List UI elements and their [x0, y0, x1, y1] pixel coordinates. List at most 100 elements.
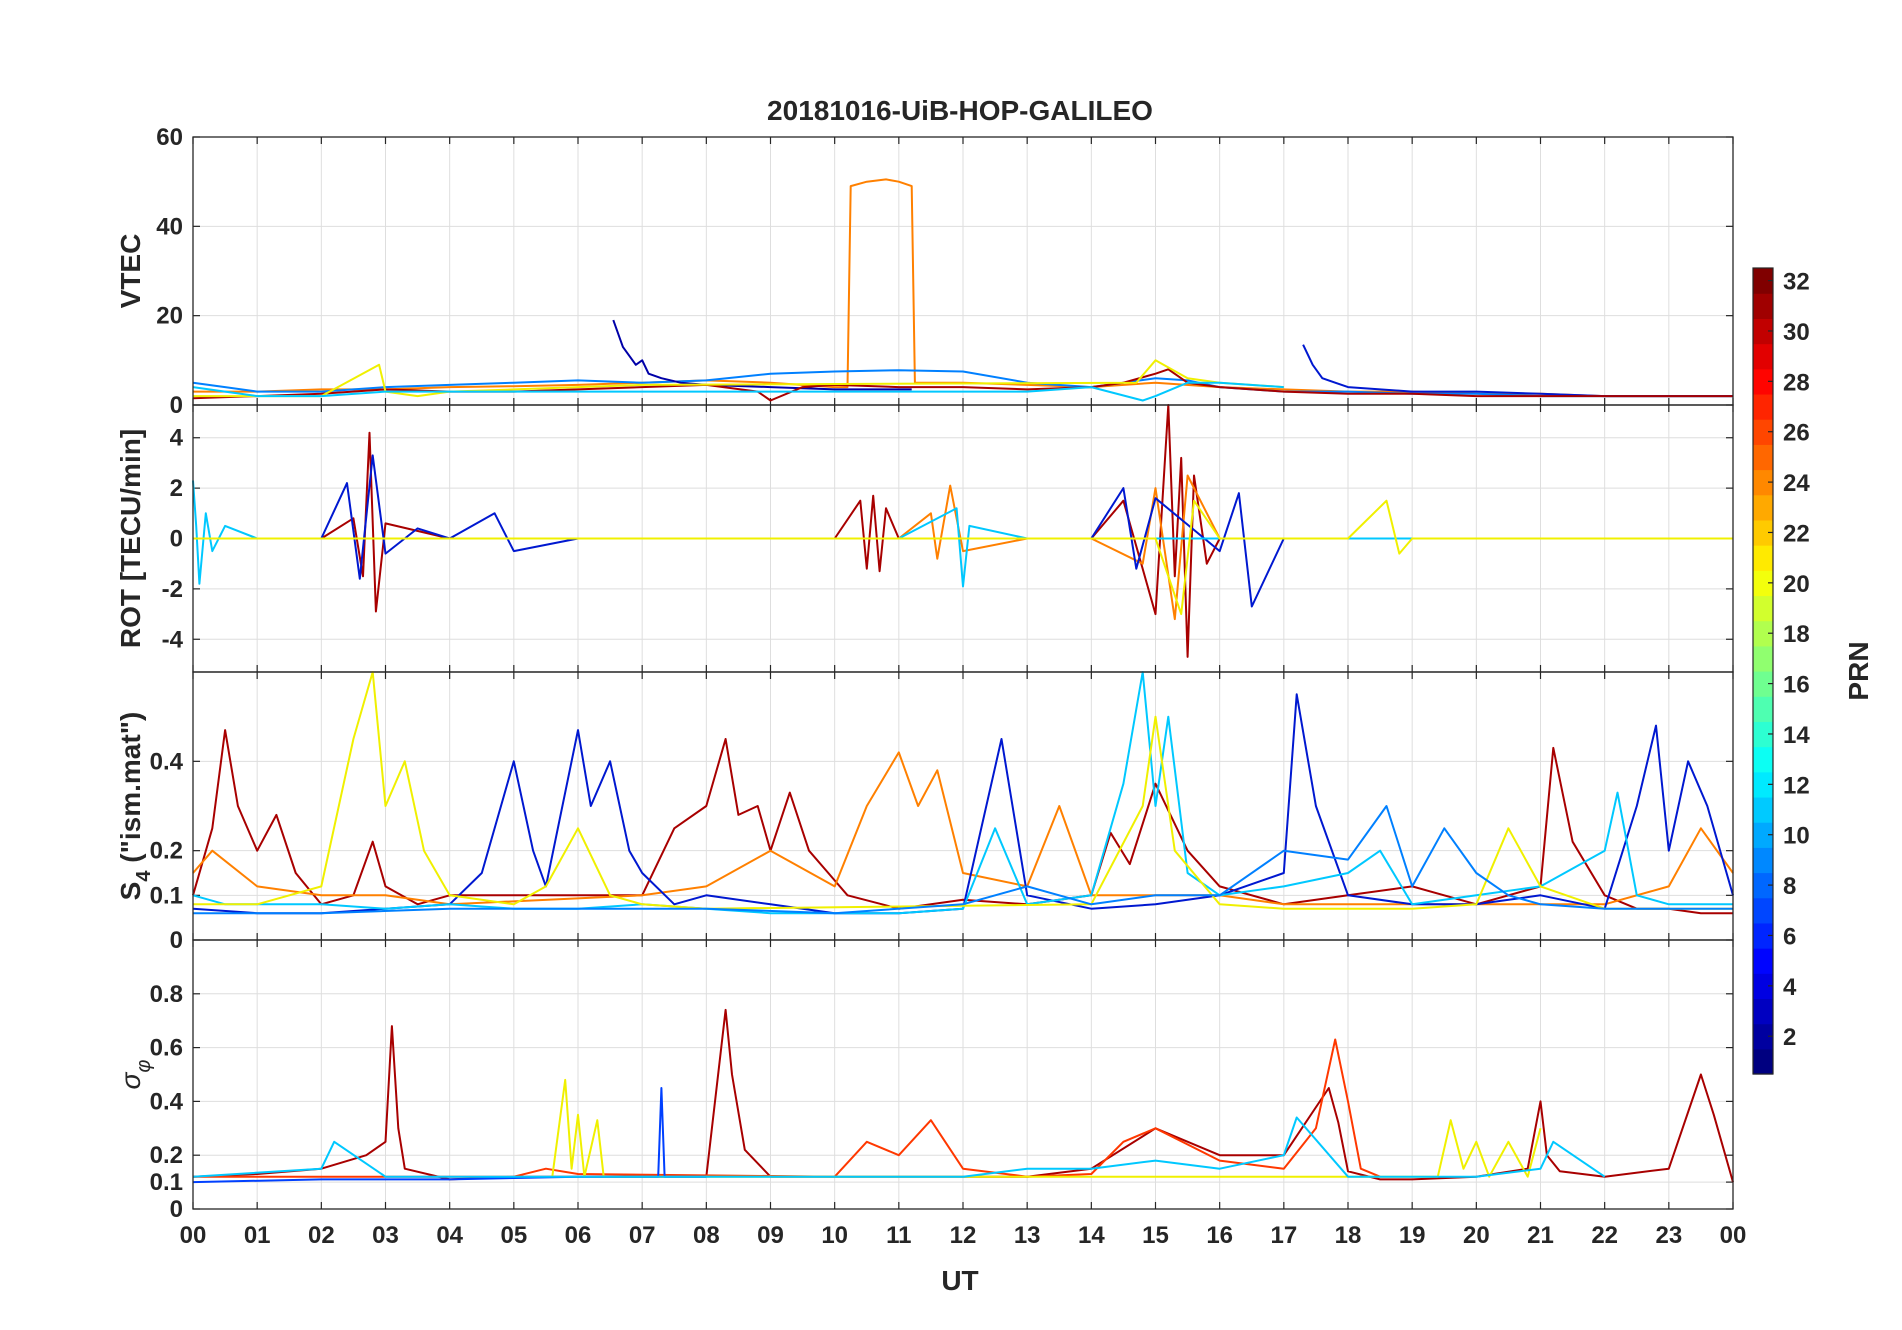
colorbar-tick-label: 2 — [1783, 1024, 1796, 1051]
colorbar-swatch — [1753, 494, 1773, 521]
x-tick-label: 06 — [565, 1222, 592, 1249]
y-axis-label: σφ — [115, 1060, 155, 1090]
colorbar-swatch — [1753, 444, 1773, 471]
y-tick-label: 0.4 — [150, 748, 184, 775]
colorbar-tick-label: 22 — [1783, 520, 1810, 547]
colorbar-swatch — [1753, 368, 1773, 395]
x-tick-label: 11 — [886, 1222, 911, 1249]
colorbar-tick-label: 28 — [1783, 369, 1810, 396]
x-tick-label: 17 — [1270, 1222, 1297, 1249]
colorbar-tick-label: 14 — [1783, 722, 1810, 749]
series-line-prn-10 — [192, 369, 1733, 398]
y-tick-label: 0 — [170, 526, 183, 553]
colorbar-swatch — [1753, 293, 1773, 319]
y-tick-label: 0.2 — [150, 1142, 183, 1169]
colorbar-swatch — [1753, 393, 1773, 420]
chart-title: 20181016-UiB-HOP-GALILEO — [767, 95, 1153, 126]
x-tick-label: 20 — [1463, 1222, 1490, 1249]
y-tick-label: 0 — [170, 392, 183, 419]
colorbar-tick-label: 10 — [1783, 823, 1810, 850]
x-tick-label: 08 — [693, 1222, 720, 1249]
y-tick-label: -2 — [162, 576, 183, 603]
y-tick-label: 40 — [156, 213, 183, 240]
x-tick-label: 12 — [950, 1222, 977, 1249]
series-line-prn-20 — [193, 671, 1733, 910]
colorbar-tick-label: 8 — [1783, 873, 1796, 900]
colorbar-swatch — [1753, 318, 1773, 345]
series-line-prn-26 — [193, 1038, 1381, 1178]
y-tick-label: 0.6 — [150, 1035, 183, 1062]
colorbar-swatch — [1753, 822, 1773, 848]
colorbar-swatch — [1753, 545, 1773, 571]
colorbar-swatch — [1753, 268, 1773, 294]
series-line-prn-10 — [193, 805, 1733, 915]
colorbar-swatch — [1753, 671, 1773, 697]
y-axis-label: ROT [TECU/min] — [115, 429, 146, 648]
panel-rot: -4 -2 0 2 4 ROT [TECU/min] — [115, 404, 1734, 673]
colorbar-swatch — [1753, 620, 1773, 647]
colorbar-tick-label: 6 — [1783, 923, 1796, 950]
y-tick-label: -4 — [162, 626, 184, 653]
x-tick-label: 07 — [629, 1222, 656, 1249]
x-tick-label: 15 — [1142, 1222, 1169, 1249]
x-tick-label: 00 — [1720, 1222, 1747, 1249]
x-tick-label: 02 — [308, 1222, 335, 1249]
y-tick-label: 0.8 — [150, 981, 183, 1008]
axes-box — [192, 939, 1734, 1210]
series-line-prn-12 — [192, 381, 1284, 402]
colorbar-swatch — [1753, 897, 1773, 924]
series-line-prn-31 — [192, 729, 1733, 915]
y-tick-label: 20 — [156, 303, 183, 330]
colorbar-swatch — [1753, 796, 1773, 823]
colorbar-swatch — [1753, 469, 1773, 496]
panel-sigma_phi: 00.10.2 0.4 0.6 0.8 σφ 00 01 02 03 04 05 06 07 08 09 10… — [115, 939, 1747, 1249]
colorbar-tick-label: 20 — [1783, 571, 1810, 598]
y-tick-label: 0.1 — [150, 882, 183, 909]
y-tick-label: 60 — [156, 124, 183, 151]
series-line-prn-2 — [612, 319, 912, 391]
x-tick-label: 03 — [372, 1222, 399, 1249]
x-tick-label: 05 — [500, 1222, 527, 1249]
x-tick-label: 00 — [180, 1222, 207, 1249]
colorbar-tick-label: 30 — [1783, 319, 1810, 346]
colorbar-swatch — [1753, 1023, 1773, 1050]
colorbar-swatch — [1753, 771, 1773, 798]
colorbar-tick-label: 26 — [1783, 420, 1810, 447]
panel-vtec: 0 20 40 60 VTEC — [115, 124, 1734, 419]
y-tick-label: 0.2 — [150, 838, 183, 865]
colorbar-tick-label: 16 — [1783, 672, 1810, 699]
x-tick-label: 01 — [244, 1222, 271, 1249]
x-tick-label: 21 — [1527, 1222, 1554, 1249]
colorbar-tick-label: 18 — [1783, 621, 1810, 648]
x-tick-label: 10 — [821, 1222, 848, 1249]
colorbar-frame — [1752, 267, 1774, 1075]
colorbar-swatch — [1753, 721, 1773, 748]
panel-s4: 0 0.1 0.2 0.4S4 ("ism.mat") — [115, 671, 1734, 954]
y-axis-label: VTEC — [115, 234, 146, 309]
colorbar-swatch — [1753, 343, 1773, 370]
x-tick-label: 23 — [1655, 1222, 1682, 1249]
x-tick-label: 16 — [1206, 1222, 1233, 1249]
colorbar-swatch — [1753, 1048, 1773, 1075]
series-line-prn-12 — [192, 671, 1733, 915]
colorbar-label: PRN — [1843, 641, 1874, 700]
colorbar-swatch — [1753, 595, 1773, 622]
y-tick-label: 0.1 — [150, 1169, 183, 1196]
colorbar-swatch — [1753, 872, 1773, 899]
x-tick-label: 04 — [436, 1222, 463, 1249]
colorbar-tick-label: 32 — [1783, 269, 1810, 296]
colorbar-swatch — [1753, 696, 1773, 722]
x-tick-label: 18 — [1335, 1222, 1362, 1249]
colorbar-swatch — [1753, 847, 1773, 874]
colorbar-swatch — [1753, 645, 1773, 672]
colorbar-swatch — [1753, 922, 1773, 949]
series-line-prn-20 — [193, 499, 1733, 616]
y-tick-label: 0.4 — [150, 1088, 184, 1115]
x-tick-label: 22 — [1591, 1222, 1618, 1249]
series-line-prn-12 — [192, 1116, 1606, 1178]
y-tick-label: 4 — [170, 425, 184, 452]
colorbar-swatch — [1753, 570, 1773, 597]
x-axis-label: UT — [941, 1265, 978, 1296]
colorbar-tick-label: 4 — [1783, 974, 1797, 1001]
